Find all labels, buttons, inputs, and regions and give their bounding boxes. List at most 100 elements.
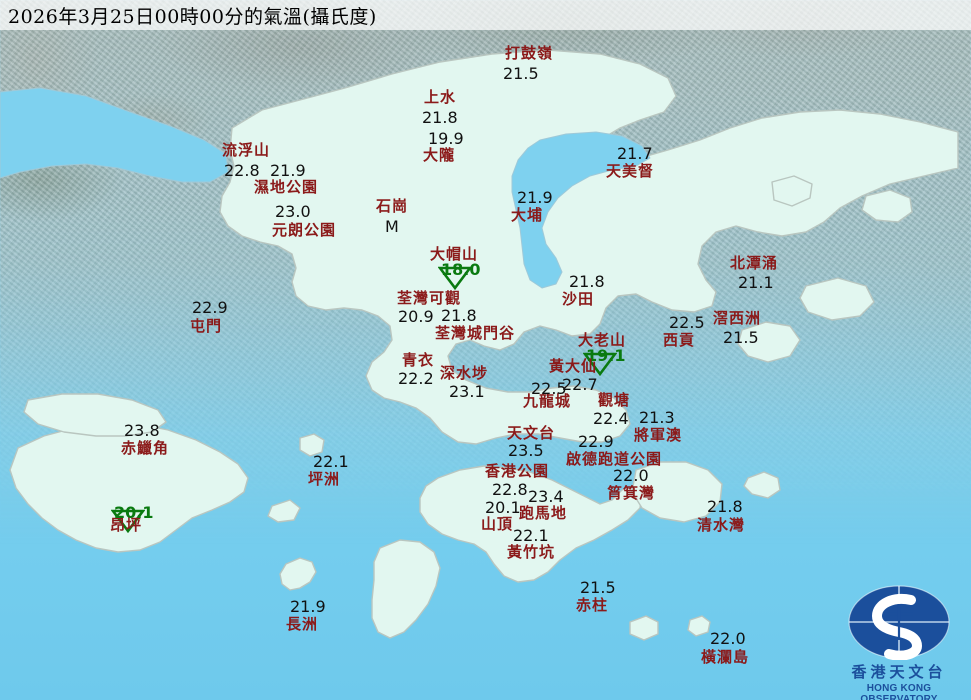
hong-kong-island-landmass bbox=[419, 465, 643, 583]
station-name: 觀塘 bbox=[598, 391, 631, 409]
station-temperature-value: 21.8 bbox=[569, 272, 605, 291]
station-temperature-value: 21.5 bbox=[580, 578, 616, 597]
station-name: 打鼓嶺 bbox=[505, 44, 554, 62]
station-name: 深水埗 bbox=[440, 364, 489, 382]
station-temperature-value: 23.5 bbox=[508, 441, 544, 460]
station-name: 西貢 bbox=[663, 331, 696, 349]
station-name: 天美督 bbox=[606, 162, 655, 180]
station-name: 昂坪 bbox=[110, 516, 143, 534]
station-name: 清水灣 bbox=[697, 516, 746, 534]
title-band bbox=[0, 0, 971, 30]
station-name: 山頂 bbox=[481, 515, 514, 533]
station-name: 赤鱲角 bbox=[121, 439, 170, 457]
station-temperature-value: 22.2 bbox=[398, 369, 434, 388]
station-name: 橫瀾島 bbox=[701, 648, 750, 666]
station-temperature-value: 20.1 bbox=[485, 498, 521, 517]
station-name: 大埔 bbox=[511, 206, 544, 224]
station-name: 青衣 bbox=[402, 351, 435, 369]
hko-name-cn: 香港天文台 bbox=[851, 663, 947, 681]
station-marker-triangle-icon bbox=[98, 491, 145, 533]
station-marker-triangle-icon bbox=[425, 248, 472, 290]
station-name: 流浮山 bbox=[222, 141, 271, 159]
station-name: 筲箕灣 bbox=[607, 484, 656, 502]
station-temperature-value: 22.4 bbox=[593, 409, 629, 428]
cheung-chau-landmass bbox=[279, 557, 317, 591]
station-name: 荃灣城門谷 bbox=[435, 324, 516, 342]
station-temperature-value: 21.8 bbox=[441, 306, 477, 325]
station-temperature-value: 22.1 bbox=[513, 526, 549, 545]
peng-chau-landmass bbox=[299, 433, 325, 457]
station-temperature-value: 18.0 bbox=[441, 260, 481, 279]
station-temperature-value: 21.9 bbox=[517, 188, 553, 207]
hko-logo-mark bbox=[848, 585, 950, 660]
station-temperature-value: 20.9 bbox=[398, 307, 434, 326]
station-name: 屯門 bbox=[190, 317, 223, 335]
station-name: 石崗 bbox=[376, 197, 409, 215]
station-name: 上水 bbox=[424, 88, 457, 106]
station-temperature-value: 21.7 bbox=[617, 144, 653, 163]
hei-ling-chau-landmass bbox=[267, 499, 301, 523]
port-island-landmass bbox=[771, 175, 813, 207]
lamma-island-landmass bbox=[371, 539, 441, 639]
station-temperature-value: M bbox=[385, 217, 399, 236]
station-name: 大帽山 bbox=[430, 245, 479, 263]
station-temperature-value: 22.5 bbox=[669, 313, 705, 332]
page-title: 2026年3月25日00時00分的氣溫(攝氏度) bbox=[8, 6, 377, 28]
station-name: 天文台 bbox=[507, 424, 556, 442]
hko-name-en: HONG KONG OBSERVATORY bbox=[860, 683, 938, 700]
station-temperature-value: 22.7 bbox=[562, 375, 598, 394]
station-temperature-value: 23.4 bbox=[528, 487, 564, 506]
clear-water-bay-landmass bbox=[631, 461, 723, 523]
station-name: 大隴 bbox=[423, 146, 456, 164]
station-temperature-value: 21.9 bbox=[270, 161, 306, 180]
station-name: 啟德跑道公園 bbox=[566, 450, 663, 468]
station-temperature-value: 22.8 bbox=[492, 480, 528, 499]
station-temperature-value: 19.1 bbox=[586, 346, 626, 365]
station-name: 北潭涌 bbox=[730, 254, 779, 272]
station-temperature-value: 21.1 bbox=[738, 273, 774, 292]
station-temperature-value: 23.0 bbox=[275, 202, 311, 221]
tap-mun-landmass bbox=[861, 189, 913, 223]
station-temperature-value: 22.0 bbox=[613, 466, 649, 485]
station-temperature-value: 21.8 bbox=[707, 497, 743, 516]
station-name: 長洲 bbox=[286, 615, 319, 633]
waglan-island-landmass bbox=[687, 615, 711, 637]
sai-kung-islands bbox=[737, 321, 801, 363]
station-temperature-value: 22.0 bbox=[710, 629, 746, 648]
new-territories-landmass bbox=[219, 49, 959, 445]
station-marker-triangle-icon bbox=[570, 334, 617, 376]
chek-lap-kok-landmass bbox=[23, 393, 167, 437]
station-temperature-value: 22.1 bbox=[313, 452, 349, 471]
station-temperature-value: 22.5 bbox=[531, 379, 567, 398]
station-name: 九龍城 bbox=[523, 392, 572, 410]
station-name: 將軍澳 bbox=[634, 426, 683, 444]
station-name: 香港公園 bbox=[485, 462, 550, 480]
station-name: 跑馬地 bbox=[519, 504, 568, 522]
station-temperature-value: 20.1 bbox=[114, 503, 154, 522]
station-name: 滘西洲 bbox=[713, 309, 762, 327]
station-name: 濕地公園 bbox=[254, 178, 319, 196]
hko-logo: 香港天文台 HONG KONG OBSERVATORY bbox=[833, 584, 965, 700]
station-temperature-value: 23.8 bbox=[124, 421, 160, 440]
station-name: 大老山 bbox=[578, 331, 627, 349]
deep-bay-water bbox=[0, 87, 229, 183]
po-toi-landmass bbox=[629, 615, 659, 641]
station-temperature-value: 22.9 bbox=[578, 432, 614, 451]
station-temperature-value: 21.5 bbox=[723, 328, 759, 347]
station-temperature-value: 21.8 bbox=[422, 108, 458, 127]
station-temperature-value: 22.8 bbox=[224, 161, 260, 180]
tolo-harbour-inlet bbox=[511, 131, 651, 289]
station-name: 沙田 bbox=[562, 290, 595, 308]
ninepin-group-landmass bbox=[743, 471, 781, 499]
station-temperature-value: 23.1 bbox=[449, 382, 485, 401]
station-name: 坪洲 bbox=[308, 470, 341, 488]
station-temperature-value: 21.9 bbox=[290, 597, 326, 616]
high-island-landmass bbox=[799, 277, 875, 321]
station-name: 元朗公園 bbox=[272, 221, 337, 239]
station-temperature-value: 22.9 bbox=[192, 298, 228, 317]
station-name: 赤柱 bbox=[576, 596, 609, 614]
station-temperature-value: 21.3 bbox=[639, 408, 675, 427]
station-name: 黃大仙 bbox=[549, 357, 598, 375]
